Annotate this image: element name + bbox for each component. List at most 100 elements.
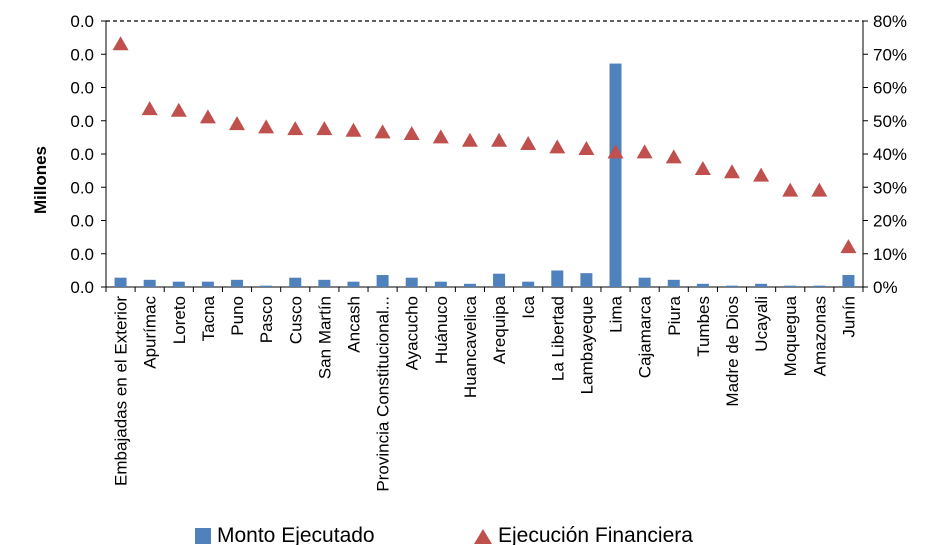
category-axis: Embajadas en el Exterior Apurímac Loreto Ta… xyxy=(105,287,864,492)
right-tick-label: 70% xyxy=(873,45,907,64)
category-label: Junín xyxy=(839,296,858,338)
left-tick-label: 0.0 xyxy=(70,45,94,64)
bar-monto-ejecutado xyxy=(347,281,360,287)
category-label: Ica xyxy=(519,295,538,318)
right-tick-label: 60% xyxy=(873,79,907,98)
bar-monto-ejecutado xyxy=(463,283,476,287)
legend: Monto Ejecutado Ejecución Financiera xyxy=(195,524,693,545)
left-tick-label: 0.0 xyxy=(70,79,94,98)
category-label: Amazonas xyxy=(810,296,829,376)
legend-marker-ejecucion-financiera xyxy=(474,529,492,544)
category-label: Arequipa xyxy=(490,295,509,364)
bar-monto-ejecutado xyxy=(842,275,855,287)
right-tick-label: 80% xyxy=(873,12,907,31)
left-tick-label: 0.0 xyxy=(70,12,94,31)
point-ejecucion-financiera xyxy=(636,144,653,159)
bar-monto-ejecutado xyxy=(609,63,622,288)
category-label: Tumbes xyxy=(694,296,713,357)
category-label: Cusco xyxy=(286,296,305,344)
point-ejecucion-financiera xyxy=(461,132,478,147)
left-axis: 0.0 0.0 0.0 0.0 0.0 0.0 0.0 0.0 0.0 xyxy=(70,12,106,297)
point-ejecucion-financiera xyxy=(199,109,216,124)
category-label: Piura xyxy=(665,295,684,335)
point-ejecucion-financiera xyxy=(316,121,333,136)
right-tick-label: 50% xyxy=(873,112,907,131)
point-ejecucion-financiera xyxy=(170,102,187,117)
category-label: San Martín xyxy=(315,296,334,379)
left-tick-label: 0.0 xyxy=(70,145,94,164)
point-ejecucion-financiera xyxy=(665,149,682,164)
category-label: Pasco xyxy=(257,296,276,343)
bar-monto-ejecutado xyxy=(318,279,331,287)
legend-label-ejecucion-financiera: Ejecución Financiera xyxy=(498,524,693,545)
category-label: Loreto xyxy=(170,296,189,344)
bar-monto-ejecutado xyxy=(551,270,564,287)
left-tick-label: 0.0 xyxy=(70,278,94,297)
point-ejecucion-financiera xyxy=(811,182,828,197)
point-ejecucion-financiera xyxy=(258,119,275,134)
category-label: Provincia Constitucional... xyxy=(374,296,393,492)
bar-monto-ejecutado xyxy=(201,281,214,287)
point-ejecucion-financiera xyxy=(840,239,857,254)
category-label: Ayacucho xyxy=(403,296,422,370)
left-tick-label: 0.0 xyxy=(70,245,94,264)
bar-monto-ejecutado xyxy=(784,285,797,287)
bar-monto-ejecutado xyxy=(813,285,826,287)
category-label: Madre de Dios xyxy=(723,296,742,407)
category-label: Cajamarca xyxy=(636,295,655,378)
right-tick-label: 40% xyxy=(873,145,907,164)
category-label: Tacna xyxy=(199,295,218,341)
bar-monto-ejecutado xyxy=(289,277,302,287)
bar-monto-ejecutado xyxy=(260,285,273,287)
plot-area xyxy=(105,20,864,288)
right-tick-label: 0% xyxy=(873,278,898,297)
point-ejecucion-financiera xyxy=(607,144,624,159)
right-tick-label: 20% xyxy=(873,212,907,231)
point-ejecucion-financiera xyxy=(287,121,304,136)
point-ejecucion-financiera xyxy=(753,167,770,182)
point-ejecucion-financiera xyxy=(345,122,362,137)
bar-monto-ejecutado xyxy=(696,283,709,287)
bar-monto-ejecutado xyxy=(580,273,593,287)
category-label: Embajadas en el Exterior xyxy=(112,296,131,486)
category-label: Ancash xyxy=(344,296,363,353)
left-tick-label: 0.0 xyxy=(70,212,94,231)
category-label: Moquegua xyxy=(781,295,800,376)
bar-monto-ejecutado xyxy=(143,279,156,287)
bar-monto-ejecutado xyxy=(755,283,768,287)
bar-monto-ejecutado xyxy=(667,279,680,287)
right-tick-label: 10% xyxy=(873,245,907,264)
bar-monto-ejecutado xyxy=(114,277,127,287)
right-tick-label: 30% xyxy=(873,178,907,197)
point-ejecucion-financiera xyxy=(491,132,508,147)
point-ejecucion-financiera xyxy=(229,116,246,131)
point-ejecucion-financiera xyxy=(403,126,420,141)
left-tick-label: 0.0 xyxy=(70,112,94,131)
point-ejecucion-financiera xyxy=(374,124,391,139)
category-label: Huancavelica xyxy=(461,295,480,398)
legend-swatch-monto-ejecutado xyxy=(195,528,211,544)
category-label: Lima xyxy=(607,295,626,332)
category-label: Huánuco xyxy=(432,296,451,364)
bar-monto-ejecutado xyxy=(725,285,738,287)
category-label: Lambayeque xyxy=(577,296,596,394)
bar-monto-ejecutado xyxy=(172,281,185,287)
point-ejecucion-financiera xyxy=(141,101,158,116)
right-axis: 0% 10% 20% 30% 40% 50% 60% 70% 80% xyxy=(863,12,907,297)
point-ejecucion-financiera xyxy=(578,141,595,156)
point-ejecucion-financiera xyxy=(549,139,566,154)
bar-monto-ejecutado xyxy=(405,277,418,287)
bar-monto-ejecutado xyxy=(522,281,535,287)
bar-monto-ejecutado xyxy=(638,277,651,287)
point-ejecucion-financiera xyxy=(694,160,711,175)
bar-monto-ejecutado xyxy=(376,275,389,287)
category-label: Ucayali xyxy=(752,296,771,352)
y-axis-title: Millones xyxy=(31,146,50,214)
left-tick-label: 0.0 xyxy=(70,178,94,197)
bar-monto-ejecutado xyxy=(231,279,244,287)
category-label: La Libertad xyxy=(548,296,567,381)
point-ejecucion-financiera xyxy=(432,129,449,144)
bar-monto-ejecutado xyxy=(493,273,506,287)
point-ejecucion-financiera xyxy=(723,164,740,179)
